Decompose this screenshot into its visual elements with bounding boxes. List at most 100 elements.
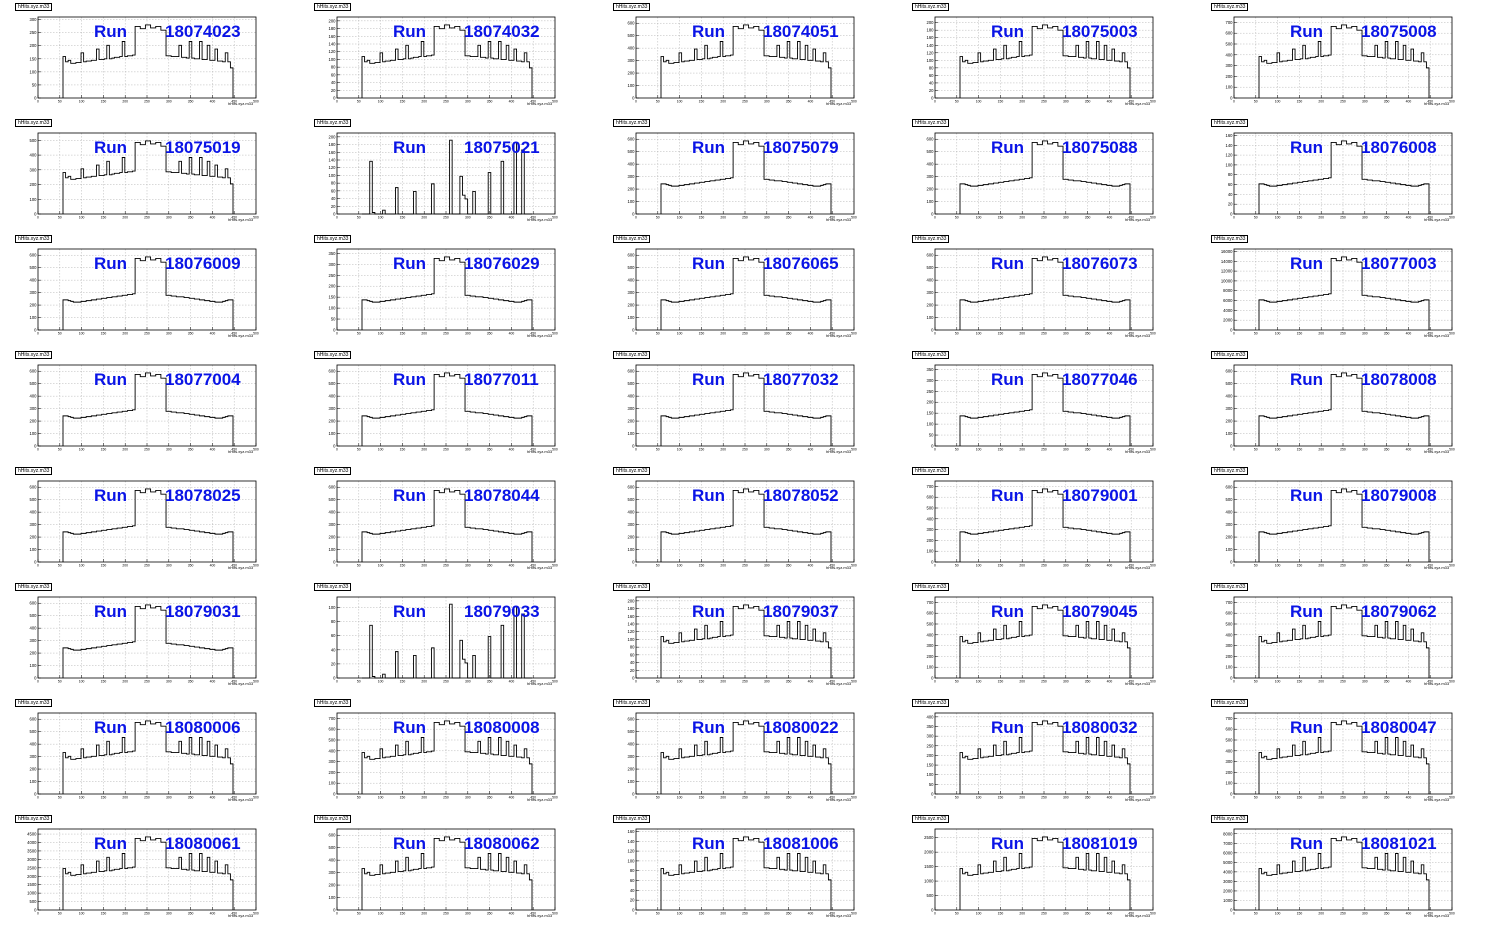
plot-frame [635, 248, 855, 331]
x-tick-label: 150 [699, 332, 705, 336]
x-tick-label: 250 [1041, 216, 1047, 220]
histogram-line [361, 836, 533, 910]
x-tick-label: 350 [1085, 100, 1091, 104]
histogram-line [1258, 256, 1430, 330]
run-number: 18075019 [165, 138, 241, 157]
run-number: 18081021 [1361, 834, 1437, 853]
plot-frame [934, 712, 1154, 795]
x-tick-label: 450 [530, 332, 536, 336]
y-tick-label: 300 [1226, 759, 1234, 764]
plot-frame [336, 480, 556, 563]
x-tick-label: 350 [1085, 912, 1091, 916]
x-tick-label: 500 [253, 448, 259, 452]
y-tick-label: 500 [927, 893, 935, 898]
histogram-panel: 0 20 40 60 80 100 120 140 160 0 50 100 150 200 250 300 3… [1196, 116, 1495, 232]
x-tick-label: 0 [37, 332, 39, 336]
x-tick-label: 100 [79, 564, 85, 568]
x-tick-label: 50 [656, 796, 660, 800]
x-tick-label: 150 [400, 912, 406, 916]
histogram-panel: 0 100 200 300 400 500 600 0 50 100 150 200 250 300 350… [598, 232, 897, 348]
histogram-panel: 0 100 200 300 400 500 600 0 50 100 150 200 250 300 350… [897, 232, 1196, 348]
histogram-line [959, 24, 1131, 98]
x-tick-label: 250 [443, 796, 449, 800]
plot-frame [635, 828, 855, 911]
x-tick-label: 150 [998, 100, 1004, 104]
x-tick-label: 450 [1128, 216, 1134, 220]
panel-title: hHits.xyz.m33 [15, 3, 53, 11]
histogram-line [660, 256, 832, 330]
x-tick-label: 450 [829, 100, 835, 104]
x-tick-label: 450 [231, 796, 237, 800]
x-tick-label: 350 [487, 796, 493, 800]
x-tick-label: 100 [378, 564, 384, 568]
x-tick-label: 250 [742, 912, 748, 916]
y-tick-label: 0 [333, 212, 336, 217]
x-tick-label: 50 [1254, 448, 1258, 452]
x-tick-label: 100 [976, 216, 982, 220]
x-tick-label: 200 [1318, 216, 1324, 220]
y-tick-label: 300 [1226, 63, 1234, 68]
x-axis-title: hHits.xyz.m33 [1424, 681, 1450, 686]
run-number: 18077003 [1361, 254, 1437, 273]
y-tick-label: 0 [632, 908, 635, 913]
x-tick-label: 250 [1041, 680, 1047, 684]
y-tick-label: 200 [927, 654, 935, 659]
x-tick-label: 400 [1406, 796, 1412, 800]
run-label: Run [692, 254, 726, 273]
x-tick-label: 50 [357, 564, 361, 568]
y-tick-label: 200 [30, 43, 38, 48]
y-tick-label: 200 [1226, 74, 1234, 79]
y-tick-label: 0 [931, 908, 934, 913]
y-tick-label: 100 [927, 422, 935, 427]
histogram-line [361, 24, 533, 98]
x-tick-label: 250 [144, 680, 150, 684]
panel-title: hHits.xyz.m33 [613, 351, 651, 359]
x-tick-label: 200 [421, 796, 427, 800]
x-tick-label: 500 [851, 100, 857, 104]
x-tick-label: 500 [552, 100, 558, 104]
y-tick-label: 120 [1226, 153, 1234, 158]
x-tick-label: 300 [764, 100, 770, 104]
y-tick-label: 140 [329, 158, 337, 163]
x-tick-label: 300 [166, 912, 172, 916]
run-label: Run [94, 834, 128, 853]
y-tick-label: 160 [329, 150, 337, 155]
y-tick-label: 160 [628, 829, 636, 834]
histogram-line [660, 140, 832, 214]
y-tick-label: 180 [628, 606, 636, 611]
x-axis-title: hHits.xyz.m33 [826, 217, 852, 222]
run-number: 18078008 [1361, 370, 1437, 389]
x-tick-label: 400 [1107, 912, 1113, 916]
run-label: Run [991, 718, 1025, 737]
panel-title: hHits.xyz.m33 [15, 119, 53, 127]
x-tick-label: 0 [934, 100, 936, 104]
x-tick-label: 200 [1318, 448, 1324, 452]
run-number: 18075021 [464, 138, 540, 157]
x-tick-label: 50 [58, 680, 62, 684]
y-tick-label: 0 [632, 328, 635, 333]
y-tick-label: 180 [329, 26, 337, 31]
y-tick-label: 0 [34, 792, 37, 797]
y-tick-label: 500 [30, 729, 38, 734]
x-tick-label: 150 [101, 564, 107, 568]
y-tick-label: 0 [333, 560, 336, 565]
run-number: 18077032 [763, 370, 839, 389]
x-tick-label: 400 [1406, 680, 1412, 684]
plot-frame [1233, 480, 1453, 563]
x-tick-label: 200 [122, 680, 128, 684]
panel-title: hHits.xyz.m33 [1211, 699, 1249, 707]
y-tick-label: 350 [329, 251, 337, 256]
panel-title: hHits.xyz.m33 [912, 467, 950, 475]
panel-title: hHits.xyz.m33 [912, 351, 950, 359]
x-tick-label: 500 [851, 796, 857, 800]
x-tick-label: 0 [1233, 216, 1235, 220]
x-axis-title: hHits.xyz.m33 [1125, 565, 1151, 570]
x-tick-label: 500 [552, 912, 558, 916]
x-tick-label: 300 [764, 564, 770, 568]
y-tick-label: 3000 [1223, 879, 1233, 884]
x-tick-label: 500 [851, 216, 857, 220]
